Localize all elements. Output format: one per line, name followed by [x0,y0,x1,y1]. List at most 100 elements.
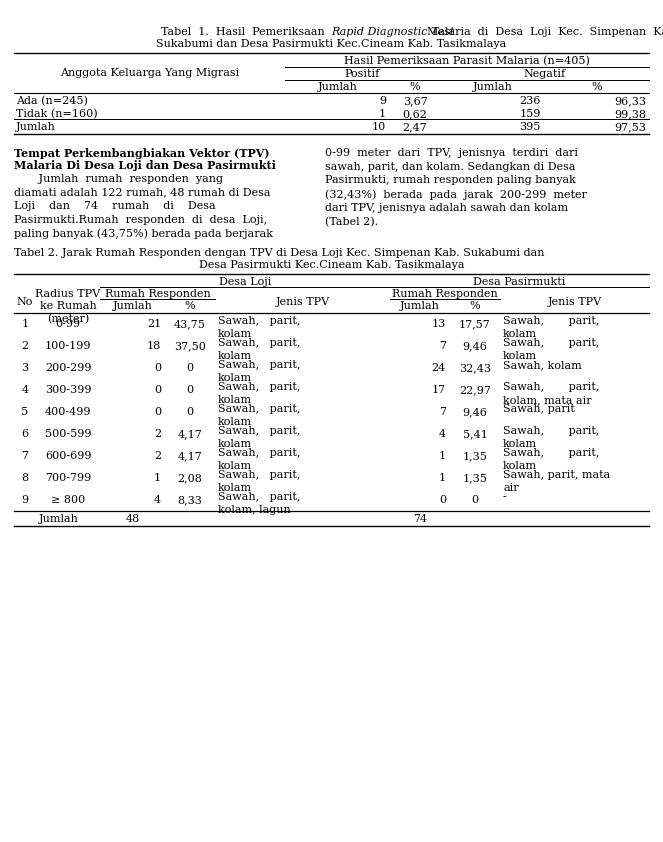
Text: 300-399: 300-399 [44,385,91,395]
Text: 0: 0 [186,407,194,417]
Text: Jumlah: Jumlah [16,122,56,132]
Text: 0: 0 [471,495,479,505]
Text: 236: 236 [520,96,541,106]
Text: 0: 0 [154,385,161,395]
Text: 0: 0 [439,495,446,505]
Text: 3: 3 [21,363,29,373]
Text: 48: 48 [125,514,140,524]
Text: 1: 1 [439,473,446,483]
Text: Sawah,   parit,
kolam: Sawah, parit, kolam [218,338,300,361]
Text: Sawah,       parit,
kolam: Sawah, parit, kolam [503,426,599,449]
Text: 100-199: 100-199 [44,341,91,351]
Text: 1,35: 1,35 [463,473,487,483]
Text: Radius TPV
ke Rumah
(meter): Radius TPV ke Rumah (meter) [35,289,101,324]
Text: 8: 8 [21,473,29,483]
Text: 24: 24 [432,363,446,373]
Text: 395: 395 [520,122,541,132]
Text: %: % [185,301,196,311]
Text: Sawah, kolam: Sawah, kolam [503,360,581,370]
Text: Malaria Di Desa Loji dan Desa Pasirmukti: Malaria Di Desa Loji dan Desa Pasirmukti [14,160,276,171]
Text: 97,53: 97,53 [614,122,646,132]
Text: 3,67: 3,67 [402,96,428,106]
Text: Negatif: Negatif [523,69,566,79]
Text: Sawah,   parit,
kolam: Sawah, parit, kolam [218,426,300,449]
Text: Tempat Perkembangbiakan Vektor (TPV): Tempat Perkembangbiakan Vektor (TPV) [14,148,269,159]
Text: Malaria  di  Desa  Loji  Kec.  Simpenan  Kab.: Malaria di Desa Loji Kec. Simpenan Kab. [420,27,663,37]
Text: Tabel 2. Jarak Rumah Responden dengan TPV di Desa Loji Kec. Simpenan Kab. Sukabu: Tabel 2. Jarak Rumah Responden dengan TP… [14,248,544,258]
Text: 4: 4 [21,385,29,395]
Text: 159: 159 [520,109,541,119]
Text: 8,33: 8,33 [178,495,202,505]
Text: 13: 13 [432,319,446,329]
Text: No: No [17,297,33,307]
Text: Rapid Diagnostic Test: Rapid Diagnostic Test [332,27,455,37]
Text: 400-499: 400-499 [44,407,91,417]
Text: 96,33: 96,33 [614,96,646,106]
Text: Sawah, parit, mata
air: Sawah, parit, mata air [503,470,610,493]
Text: 600-699: 600-699 [44,451,91,461]
Text: Ada (n=245): Ada (n=245) [16,96,88,106]
Text: 43,75: 43,75 [174,319,206,329]
Text: 2: 2 [154,429,161,439]
Text: 200-299: 200-299 [44,363,91,373]
Text: -: - [503,492,507,502]
Text: 17,57: 17,57 [459,319,491,329]
Text: 5: 5 [21,407,29,417]
Text: Rumah Responden: Rumah Responden [392,289,498,299]
Text: 32,43: 32,43 [459,363,491,373]
Text: Jenis TPV: Jenis TPV [548,297,601,307]
Text: 21: 21 [147,319,161,329]
Text: 9,46: 9,46 [463,341,487,351]
Text: 0: 0 [186,363,194,373]
Text: Jumlah: Jumlah [113,301,152,311]
Text: 5,41: 5,41 [463,429,487,439]
Text: %: % [591,82,602,92]
Text: 0: 0 [154,407,161,417]
Text: 0: 0 [186,385,194,395]
Text: 9: 9 [379,96,386,106]
Text: 1: 1 [154,473,161,483]
Text: Tidak (n=160): Tidak (n=160) [16,109,97,120]
Text: Jumlah: Jumlah [473,82,512,92]
Text: 0: 0 [154,363,161,373]
Text: Sawah,   parit,
kolam: Sawah, parit, kolam [218,316,300,338]
Text: 2: 2 [154,451,161,461]
Text: Desa Loji: Desa Loji [219,277,271,287]
Text: Rumah Responden: Rumah Responden [105,289,210,299]
Text: Sawah,   parit,
kolam: Sawah, parit, kolam [218,448,300,471]
Text: 1: 1 [439,451,446,461]
Text: %: % [410,82,420,92]
Text: 0-99: 0-99 [56,319,81,329]
Text: 9,46: 9,46 [463,407,487,417]
Text: Jumlah: Jumlah [39,514,79,524]
Text: 10: 10 [372,122,386,132]
Text: 1: 1 [21,319,29,329]
Text: 0,62: 0,62 [402,109,428,119]
Text: Anggota Keluarga Yang Migrasi: Anggota Keluarga Yang Migrasi [60,68,239,78]
Text: Sawah,   parit,
kolam, lagun: Sawah, parit, kolam, lagun [218,492,300,514]
Text: 2,08: 2,08 [178,473,202,483]
Text: 700-799: 700-799 [45,473,91,483]
Text: 7: 7 [439,341,446,351]
Text: 500-599: 500-599 [44,429,91,439]
Text: 4,17: 4,17 [178,429,202,439]
Text: Sawah,       parit,
kolam: Sawah, parit, kolam [503,316,599,338]
Text: Sawah,   parit,
kolam: Sawah, parit, kolam [218,360,300,383]
Text: Sukabumi dan Desa Pasirmukti Kec.Cineam Kab. Tasikmalaya: Sukabumi dan Desa Pasirmukti Kec.Cineam … [156,39,507,49]
Text: 4: 4 [439,429,446,439]
Text: %: % [469,301,480,311]
Text: ≥ 800: ≥ 800 [51,495,85,505]
Text: 99,38: 99,38 [614,109,646,119]
Text: 4,17: 4,17 [178,451,202,461]
Text: Jumlah: Jumlah [318,82,357,92]
Text: 74: 74 [413,514,427,524]
Text: 1,35: 1,35 [463,451,487,461]
Text: Sawah,       parit,
kolam: Sawah, parit, kolam [503,448,599,471]
Text: 7: 7 [439,407,446,417]
Text: 1: 1 [379,109,386,119]
Text: Sawah,       parit,
kolam: Sawah, parit, kolam [503,338,599,361]
Text: Jumlah: Jumlah [400,301,440,311]
Text: 9: 9 [21,495,29,505]
Text: Sawah,   parit,
kolam: Sawah, parit, kolam [218,404,300,427]
Text: Sawah,   parit,
kolam: Sawah, parit, kolam [218,470,300,493]
